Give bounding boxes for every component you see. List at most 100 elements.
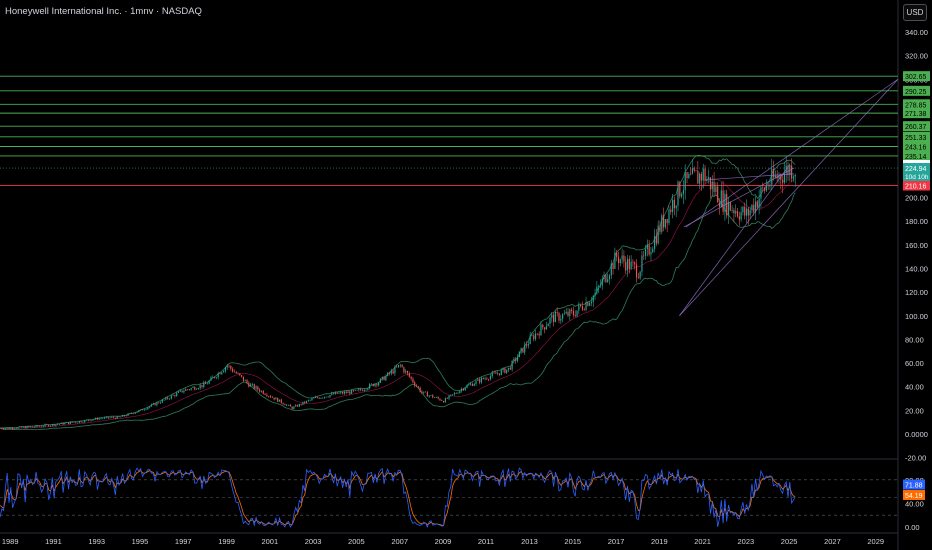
- candle-up: [323, 396, 326, 398]
- candle-down: [186, 389, 189, 390]
- candle-down: [408, 373, 410, 377]
- candle-up: [19, 426, 21, 428]
- candle-up: [646, 245, 648, 249]
- candle-down: [325, 396, 327, 398]
- level-label-bg: [903, 121, 930, 132]
- candle-up: [545, 326, 547, 330]
- candle-down: [37, 425, 39, 427]
- candle-up: [125, 415, 127, 417]
- candle-up: [275, 397, 277, 400]
- candle-up: [653, 235, 656, 249]
- candle-up: [206, 383, 208, 385]
- candle-down: [336, 392, 338, 394]
- candle-down: [257, 386, 259, 390]
- candle-up: [428, 395, 430, 397]
- candle-down: [673, 199, 675, 209]
- candle-down: [625, 261, 627, 271]
- candle-up: [150, 404, 153, 407]
- candle-up: [727, 201, 730, 216]
- candle-up: [365, 389, 367, 391]
- candle-up: [534, 333, 537, 340]
- candle-up: [681, 194, 683, 197]
- candle-down: [700, 173, 703, 181]
- candle-up: [208, 380, 210, 384]
- candle-up: [379, 378, 382, 383]
- candle-up: [221, 372, 223, 375]
- candle-up: [278, 399, 281, 402]
- candle-up: [143, 409, 145, 411]
- candle-down: [616, 252, 618, 257]
- candle-down: [612, 263, 614, 269]
- candle-up: [551, 314, 553, 318]
- candle-down: [62, 422, 64, 425]
- candle-up: [69, 422, 71, 424]
- candle-down: [80, 421, 82, 423]
- trend-line: [679, 79, 899, 317]
- price-axis-tick-label: 20.00: [905, 406, 924, 415]
- candle-up: [91, 419, 93, 421]
- candle-up: [343, 391, 345, 394]
- candle-down: [643, 255, 645, 257]
- candle-up: [111, 417, 113, 418]
- candle-up: [109, 417, 111, 419]
- candle-up: [295, 405, 297, 407]
- candle-down: [697, 170, 699, 184]
- candle-down: [342, 392, 344, 394]
- candle-up: [688, 174, 690, 179]
- candle-down: [1, 428, 3, 429]
- candle-up: [578, 304, 580, 311]
- candle-down: [204, 382, 207, 385]
- candle-up: [15, 428, 17, 430]
- candle-up: [506, 369, 508, 373]
- candle-down: [401, 364, 403, 368]
- candle-down: [3, 428, 5, 430]
- bollinger-middle-band: [0, 178, 796, 429]
- candle-down: [24, 426, 26, 429]
- candle-down: [729, 201, 731, 211]
- candle-up: [511, 360, 513, 370]
- time-axis-tick-label: 2017: [608, 537, 625, 546]
- candle-down: [345, 391, 347, 394]
- trend-line: [683, 167, 795, 228]
- candle-down: [174, 395, 176, 397]
- candle-up: [176, 392, 178, 397]
- candle-up: [423, 391, 425, 393]
- candle-up: [39, 426, 41, 427]
- candle-up: [22, 426, 25, 428]
- candle-up: [657, 225, 659, 244]
- candle-up: [502, 368, 504, 371]
- candle-up: [644, 248, 647, 256]
- candle-up: [60, 422, 62, 425]
- candle-up: [399, 364, 401, 366]
- candle-down: [623, 255, 625, 262]
- trend-line: [679, 164, 791, 316]
- time-axis-tick-label: 2015: [564, 537, 581, 546]
- candle-up: [547, 323, 549, 327]
- candle-down: [718, 202, 721, 207]
- price-axis-tick-label: 80.00: [905, 335, 924, 344]
- currency-button[interactable]: USD: [903, 4, 927, 21]
- candle-down: [571, 309, 573, 311]
- candle-up: [699, 173, 701, 184]
- candle-up: [136, 411, 138, 413]
- candle-down: [266, 394, 268, 397]
- candle-up: [672, 199, 674, 212]
- candle-down: [495, 372, 497, 374]
- candle-up: [610, 263, 612, 276]
- candle-up: [527, 343, 529, 346]
- candle-up: [84, 420, 86, 423]
- candle-up: [237, 373, 239, 374]
- candle-down: [443, 400, 445, 403]
- candle-up: [720, 190, 722, 207]
- candle-up: [520, 348, 522, 352]
- candle-up: [576, 310, 578, 317]
- candle-down: [756, 201, 758, 208]
- candle-up: [190, 387, 192, 390]
- candle-up: [199, 385, 201, 389]
- candle-up: [287, 404, 290, 406]
- candle-down: [509, 367, 511, 370]
- price-axis-tick-label: -20.00: [905, 454, 926, 463]
- candle-down: [471, 383, 474, 386]
- candle-up: [771, 168, 773, 185]
